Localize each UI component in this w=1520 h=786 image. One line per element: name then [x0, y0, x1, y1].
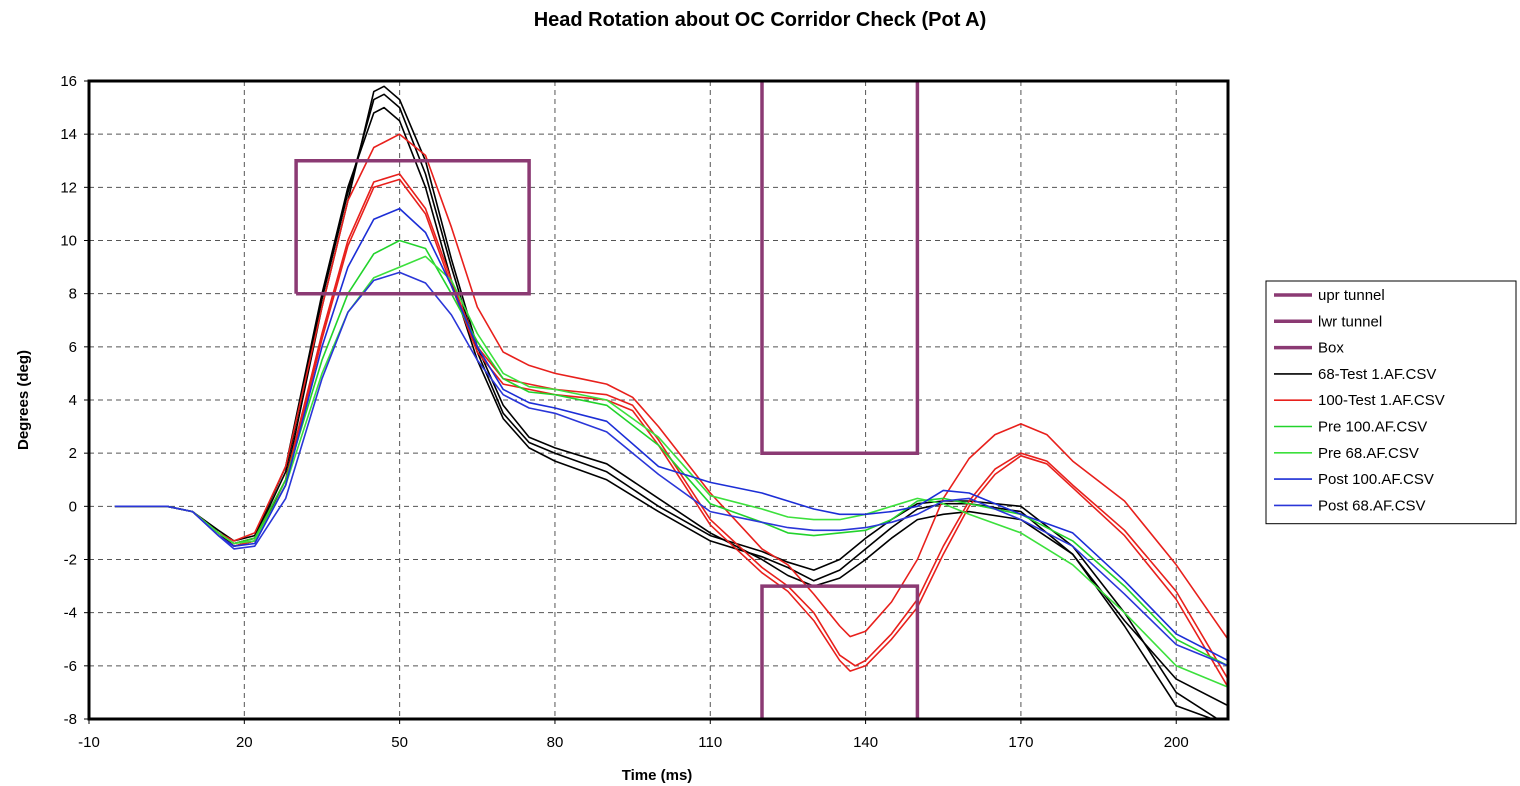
legend-label: upr tunnel	[1318, 287, 1385, 304]
legend-label: Post 100.AF.CSV	[1318, 471, 1434, 488]
legend-label: lwr tunnel	[1318, 313, 1382, 330]
series-post-100-af-csv	[114, 207, 1228, 662]
corridor-lwr-tunnel	[760, 584, 920, 719]
legend-label: Post 68.AF.CSV	[1318, 497, 1426, 514]
y-tick-label: 8	[69, 286, 77, 303]
y-tick-label: 12	[60, 179, 77, 196]
series-100-test-1-af-csv	[114, 133, 1228, 688]
corridor-upr-tunnel	[760, 81, 920, 455]
series-line	[114, 178, 1228, 688]
y-tick-label: 2	[69, 445, 77, 462]
x-tick-label: 50	[391, 734, 408, 751]
corridors	[294, 81, 920, 719]
legend-label: Pre 68.AF.CSV	[1318, 445, 1419, 462]
y-tick-label: 4	[69, 392, 77, 409]
y-tick-label: -2	[64, 552, 77, 569]
corridor-box	[294, 159, 531, 296]
y-tick-label: 16	[60, 73, 77, 90]
x-tick-label: 140	[853, 734, 878, 751]
x-tick-label: 200	[1164, 734, 1189, 751]
y-tick-label: 10	[60, 233, 77, 250]
plot-area	[87, 79, 1230, 721]
y-tick-label: -8	[64, 711, 77, 728]
axis-ticks: -10 20 50 80 110 140 170 200 -8 -6 -4 -2 0 2 4 6 8 10 12 14…	[60, 73, 1188, 751]
legend-label: Pre 100.AF.CSV	[1318, 419, 1427, 436]
legend-label: 68-Test 1.AF.CSV	[1318, 366, 1436, 383]
series-post-68-af-csv	[114, 271, 1228, 667]
series-line	[114, 106, 1213, 719]
y-tick-label: 6	[69, 339, 77, 356]
series-line	[114, 133, 1228, 640]
chart-title: Head Rotation about OC Corridor Check (P…	[534, 9, 987, 31]
series-pre-68-af-csv	[114, 255, 1228, 688]
x-tick-label: 20	[236, 734, 253, 751]
legend: upr tunnel lwr tunnel Box 68-Test 1.AF.CSV 1…	[1265, 280, 1517, 525]
y-tick-label: 0	[69, 498, 77, 515]
y-tick-label: -4	[64, 605, 77, 622]
y-tick-label: 14	[60, 126, 77, 143]
x-tick-label: 170	[1008, 734, 1033, 751]
grid	[89, 81, 1228, 719]
x-tick-label: -10	[78, 734, 100, 751]
y-axis-label: Degrees (deg)	[15, 350, 32, 450]
series-68-test-1-af-csv	[114, 85, 1228, 719]
series-line	[114, 173, 1228, 680]
x-tick-label: 110	[698, 734, 722, 751]
series-line	[114, 93, 1219, 719]
y-tick-label: -6	[64, 658, 77, 675]
legend-label: 100-Test 1.AF.CSV	[1318, 392, 1445, 409]
series-line	[114, 271, 1228, 667]
legend-label: Box	[1318, 340, 1344, 357]
series-line	[114, 255, 1228, 688]
x-axis-label: Time (ms)	[622, 767, 693, 784]
x-tick-label: 80	[547, 734, 564, 751]
series-line	[114, 207, 1228, 662]
series-lines	[114, 85, 1228, 719]
